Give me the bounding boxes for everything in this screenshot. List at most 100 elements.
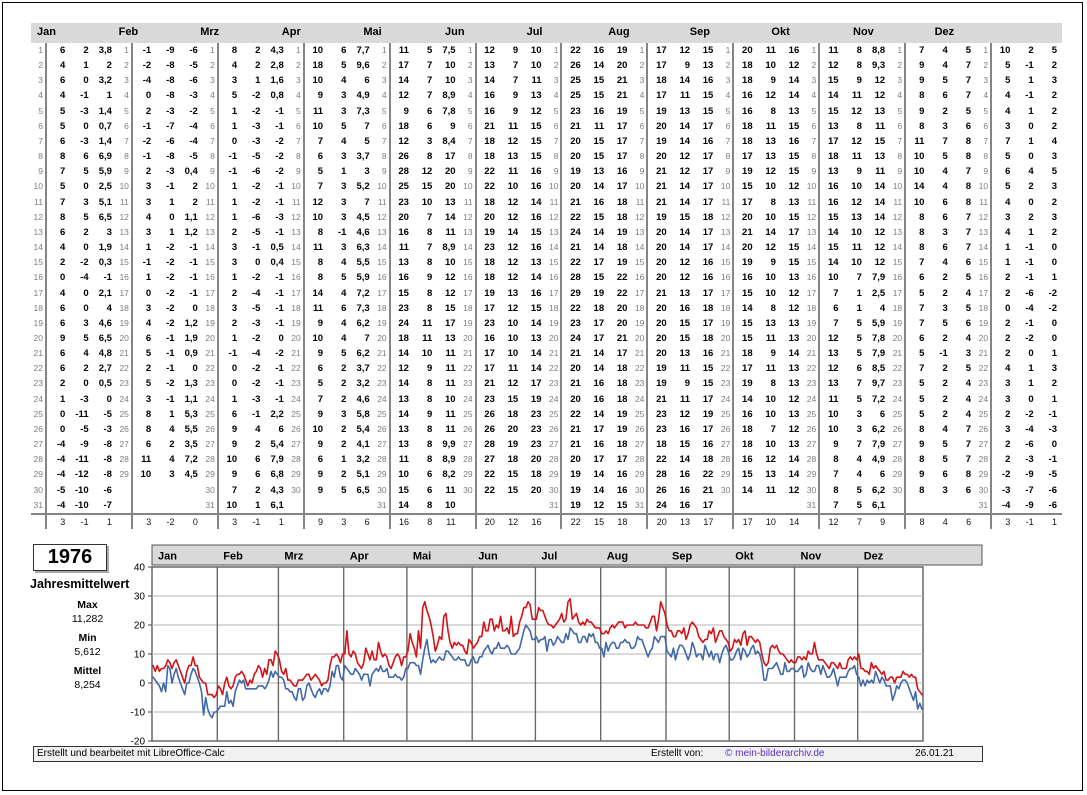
max-cell: 28 — [484, 439, 495, 451]
day-cell: 24 — [31, 391, 47, 407]
min-cell: 6 — [426, 120, 433, 132]
max-cell: 9 — [919, 60, 925, 72]
max-cell: 7 — [919, 317, 925, 329]
table-row-20: 20 9 5 6,5 20 6 -1 1,9 20 1 -2 0 20 10 4 7 20 18 11 13 20 16 1… — [31, 330, 1062, 347]
day-cell: 3 — [117, 73, 133, 89]
day-cell: 26 — [289, 421, 305, 438]
mittel-cell: 1,2 — [184, 226, 198, 238]
day-cell: 7 — [461, 133, 477, 150]
day-cell: 21 — [546, 346, 563, 362]
day-cell: 14 — [203, 240, 219, 256]
max-cell: 17 — [742, 363, 753, 375]
mittel-cell: 13 — [445, 332, 456, 344]
day-cell: 13 — [804, 224, 821, 241]
min-cell: 3 — [341, 90, 347, 102]
mittel-cell: -5 — [103, 408, 112, 420]
min-cell: 1 — [1028, 105, 1034, 117]
day-cell: 18 — [546, 300, 563, 316]
max-cell: 20 — [656, 317, 667, 329]
summary-mittel-cell: 11 — [446, 516, 456, 527]
max-cell: 14 — [742, 393, 753, 405]
day-cell: 16 — [117, 270, 133, 286]
table-row-29: 29 -4 -12 -8 29 10 3 4,5 29 9 6 6,8 29 9 2 5,1 29 10 6 8,2 2… — [31, 467, 1062, 483]
min-cell: 15 — [421, 181, 433, 193]
max-cell: 9 — [919, 105, 925, 117]
mittel-cell: 1,3 — [184, 378, 198, 390]
max-cell: 8 — [145, 423, 152, 435]
day-cell: 8 — [289, 149, 305, 165]
min-cell — [156, 483, 179, 498]
mittel-cell: 4,5 — [184, 469, 198, 481]
day-cell: 2 — [718, 58, 735, 74]
mittel-cell: 16 — [702, 75, 714, 87]
mittel-cell: -1 — [275, 378, 284, 390]
max-cell: 10 — [312, 75, 324, 87]
max-cell: 6 — [231, 408, 238, 420]
day-cell: 22 — [31, 361, 47, 377]
min-cell: -6 — [251, 166, 261, 178]
max-cell: 14 — [398, 75, 409, 87]
max-cell: 22 — [570, 257, 581, 269]
day-cell: 17 — [804, 285, 821, 301]
min-cell — [156, 498, 179, 513]
min-cell: 3 — [942, 226, 948, 238]
min-cell: 14 — [593, 242, 605, 254]
day-cell: 28 — [718, 452, 735, 468]
max-cell: 15 — [398, 287, 409, 299]
mittel-cell: 15 — [445, 302, 456, 314]
mittel-cell: 4 — [879, 302, 886, 314]
stats-mittel-value: 8,254 — [74, 679, 101, 691]
min-cell: 1 — [255, 75, 261, 87]
max-cell: 6 — [60, 75, 66, 87]
mittel-cell: 16 — [530, 242, 542, 254]
day-cell: 14 — [546, 240, 563, 256]
max-cell: 6 — [317, 363, 324, 375]
mittel-cell: -1 — [275, 272, 284, 284]
footer-created-by-label: Erstellt von: — [651, 748, 704, 759]
max-cell: 18 — [484, 272, 495, 284]
min-cell: -2 — [166, 242, 175, 254]
day-cell: 7 — [890, 133, 907, 150]
min-cell: 2 — [255, 439, 261, 451]
min-cell: 0 — [169, 211, 175, 223]
min-cell: 9 — [770, 348, 776, 360]
mittel-cell: 1,4 — [98, 105, 112, 117]
day-cell: 8 — [804, 149, 821, 165]
min-cell: 14 — [593, 408, 605, 420]
mittel-cell: -2 — [1048, 287, 1057, 299]
summary-mittel-cell: 17 — [703, 516, 714, 527]
day-cell: 20 — [203, 330, 219, 347]
day-cell: 30 — [289, 482, 305, 498]
mittel-cell: 5,5 — [356, 257, 370, 269]
min-cell: 0 — [83, 75, 89, 87]
mittel-cell: 5,9 — [98, 166, 112, 178]
max-cell: 23 — [398, 302, 409, 314]
footer-copyright-link[interactable]: © mein-bilderarchiv.de — [725, 748, 825, 759]
mittel-cell: 11 — [445, 408, 456, 420]
day-cell: 2 — [804, 58, 821, 74]
day-cell: 8 — [546, 149, 563, 165]
mittel-cell: 2 — [1051, 105, 1057, 117]
mittel-cell: 3 — [1051, 151, 1057, 163]
max-cell: 19 — [656, 378, 667, 390]
mittel-cell: 13 — [530, 90, 542, 102]
max-cell: 21 — [570, 196, 581, 208]
mittel-cell: 4,6 — [356, 393, 370, 405]
max-cell: 4 — [1005, 196, 1011, 208]
mittel-cell: 18 — [616, 378, 628, 390]
summary-max-cell: 22 — [570, 516, 581, 527]
day-cell: 24 — [375, 391, 391, 407]
mittel-cell: 0 — [1051, 332, 1057, 344]
max-cell: 18 — [398, 120, 409, 132]
day-cell: 21 — [890, 346, 907, 362]
min-cell: 18 — [507, 408, 519, 420]
mittel-cell: 13 — [445, 196, 456, 208]
day-cell: 28 — [976, 452, 993, 468]
day-cell: 13 — [375, 224, 391, 241]
mittel-cell: 8 — [965, 469, 972, 481]
min-cell: 3 — [856, 408, 862, 420]
max-cell: 8 — [833, 454, 839, 466]
day-cell: 5 — [31, 103, 47, 119]
day-cell: 11 — [632, 194, 649, 210]
